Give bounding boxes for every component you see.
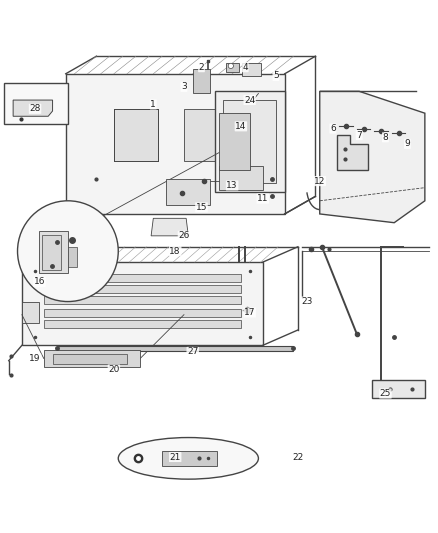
Text: 14: 14 — [235, 122, 247, 131]
Text: 8: 8 — [382, 133, 389, 142]
Text: 27: 27 — [187, 348, 198, 357]
Polygon shape — [53, 354, 127, 364]
Polygon shape — [223, 100, 276, 183]
Text: 3: 3 — [181, 83, 187, 92]
Circle shape — [18, 201, 118, 302]
Polygon shape — [44, 350, 140, 367]
Text: 11: 11 — [257, 194, 268, 203]
Polygon shape — [22, 302, 39, 324]
Polygon shape — [66, 74, 285, 214]
Text: 22: 22 — [292, 453, 304, 462]
Polygon shape — [151, 219, 188, 236]
Polygon shape — [22, 262, 263, 345]
Text: 28: 28 — [29, 104, 41, 114]
Polygon shape — [13, 100, 53, 116]
Polygon shape — [337, 135, 368, 170]
Text: 19: 19 — [29, 354, 41, 363]
Polygon shape — [68, 247, 77, 266]
Text: 18: 18 — [170, 247, 181, 256]
Text: 21: 21 — [170, 453, 181, 462]
Text: 24: 24 — [244, 95, 255, 104]
Polygon shape — [4, 83, 68, 124]
Polygon shape — [44, 309, 241, 317]
Text: 12: 12 — [314, 176, 325, 185]
Polygon shape — [184, 109, 228, 161]
Text: 7: 7 — [356, 131, 362, 140]
Text: 2: 2 — [199, 63, 204, 72]
Polygon shape — [114, 109, 158, 161]
Polygon shape — [166, 179, 210, 205]
Text: 23: 23 — [301, 297, 312, 306]
Text: 20: 20 — [108, 365, 120, 374]
Polygon shape — [44, 296, 241, 304]
Text: 4: 4 — [243, 63, 248, 72]
Polygon shape — [44, 285, 241, 293]
Polygon shape — [193, 69, 210, 93]
Text: 13: 13 — [226, 181, 238, 190]
Polygon shape — [226, 63, 239, 71]
Text: 26: 26 — [178, 231, 190, 240]
Polygon shape — [162, 451, 217, 466]
Text: 9: 9 — [404, 139, 410, 148]
Circle shape — [228, 63, 233, 69]
Text: 5: 5 — [273, 71, 279, 80]
Polygon shape — [57, 346, 293, 351]
Text: 25: 25 — [380, 389, 391, 398]
Polygon shape — [44, 320, 241, 328]
Polygon shape — [320, 91, 425, 223]
Text: 17: 17 — [244, 308, 255, 317]
Polygon shape — [42, 235, 61, 270]
Polygon shape — [372, 381, 425, 398]
Ellipse shape — [118, 438, 258, 479]
Polygon shape — [242, 63, 261, 76]
Text: 15: 15 — [196, 203, 207, 212]
Text: 16: 16 — [34, 277, 45, 286]
Polygon shape — [39, 231, 68, 273]
Polygon shape — [219, 113, 250, 170]
Polygon shape — [219, 166, 263, 190]
Polygon shape — [44, 274, 241, 282]
Polygon shape — [215, 91, 285, 192]
Text: 1: 1 — [150, 100, 156, 109]
Text: 6: 6 — [330, 124, 336, 133]
